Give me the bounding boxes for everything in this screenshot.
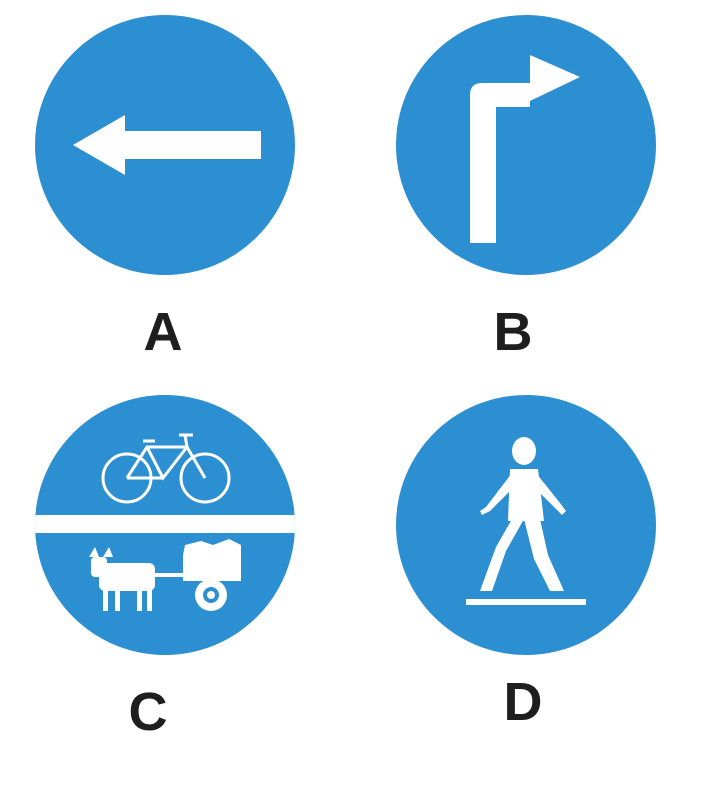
bicycle-and-oxcart-icon [35,395,295,655]
sign-c [35,395,295,655]
option-label-a: A [143,302,183,362]
left-arrow-icon [35,15,295,275]
sign-a [35,15,295,275]
option-label-c: C [128,682,168,742]
option-label-b: B [493,302,533,362]
pedestrian-icon [396,395,656,655]
bicycle-icon [101,433,231,504]
option-label-d: D [503,672,543,732]
sign-d [396,395,656,655]
sign-b [396,15,656,275]
turn-right-arrow-icon [396,15,656,275]
